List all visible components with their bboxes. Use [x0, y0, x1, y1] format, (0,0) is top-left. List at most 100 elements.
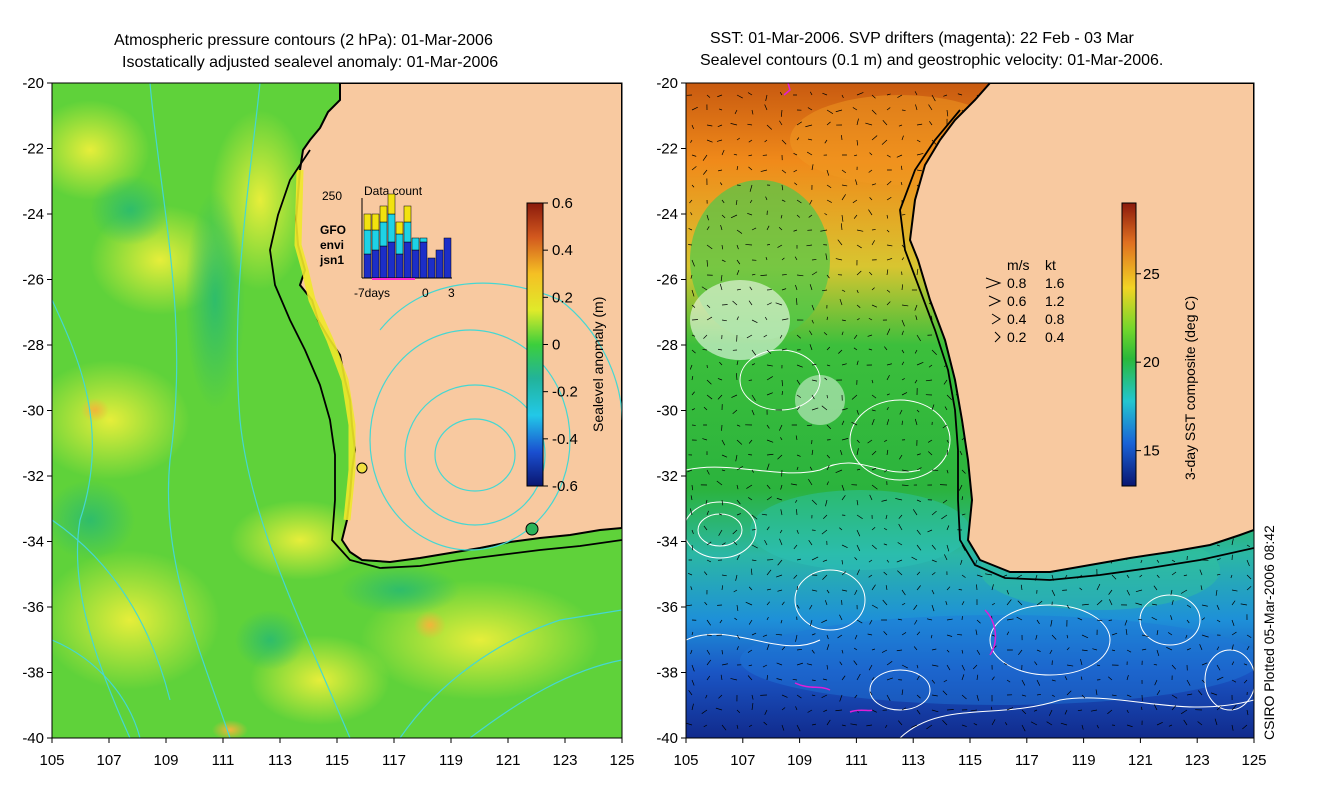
velocity-arrow	[1171, 559, 1176, 563]
velocity-arrow	[717, 124, 723, 127]
velocity-arrow	[931, 679, 936, 684]
colorbar-tick-label: 0.6	[552, 195, 573, 212]
velocity-arrow	[1168, 724, 1173, 727]
velocity-arrow	[1216, 558, 1221, 561]
velocity-arrow	[721, 244, 724, 250]
velocity-arrow	[736, 465, 744, 471]
velocity-arrow	[735, 574, 738, 581]
velocity-arrow	[766, 453, 774, 456]
velocity-key-kt: 0.8	[1045, 311, 1065, 327]
velocity-arrow	[1231, 704, 1237, 711]
velocity-arrow	[1081, 634, 1089, 639]
velocity-arrow	[970, 709, 978, 712]
velocity-arrow	[690, 586, 693, 591]
velocity-arrow	[766, 364, 773, 367]
velocity-arrow	[1154, 679, 1158, 686]
velocity-key-kt: 0.4	[1045, 329, 1065, 345]
velocity-arrow	[706, 316, 713, 321]
velocity-arrow	[796, 379, 801, 385]
velocity-arrow	[826, 481, 829, 486]
velocity-arrow	[1079, 587, 1083, 591]
velocity-arrow	[781, 601, 785, 606]
right-shelf-contour	[899, 109, 1254, 581]
inset-bar-jsn1	[387, 241, 396, 279]
left-colorbar: 0.6 0.4 0.2 0 -0.2 -0.4 -0.6 Sealevel anomaly …	[526, 195, 606, 495]
velocity-arrow	[1171, 694, 1178, 699]
velocity-arrow	[706, 214, 709, 221]
velocity-arrow	[841, 408, 848, 411]
velocity-arrow	[1020, 584, 1023, 591]
velocity-arrow	[779, 92, 783, 96]
colorbar-tick-label: 25	[1143, 266, 1160, 283]
velocity-arrow	[943, 679, 948, 683]
velocity-arrow	[795, 499, 798, 503]
velocity-arrow	[796, 466, 799, 471]
velocity-arrow	[748, 497, 753, 501]
inset-bar-jsn1	[371, 249, 380, 279]
velocity-arrow	[779, 120, 783, 126]
right-map	[686, 83, 1254, 738]
velocity-key: m/s kt 0.8 1.6 0.6 1.2 0.4 0.8 0.2 0.4	[985, 257, 1065, 345]
velocity-arrow	[730, 123, 738, 126]
velocity-arrow	[912, 509, 918, 516]
velocity-arrow	[691, 703, 694, 711]
velocity-arrow	[811, 449, 814, 456]
velocity-arrow	[826, 664, 828, 670]
velocity-arrow	[916, 153, 924, 156]
velocity-arrow	[822, 678, 828, 681]
velocity-arrow	[826, 346, 831, 351]
velocity-arrow	[991, 603, 995, 606]
velocity-arrow	[946, 618, 953, 621]
velocity-arrow	[896, 559, 903, 563]
velocity-arrow	[826, 316, 828, 321]
velocity-arrow	[886, 214, 889, 219]
colorbar-tick-label: 0	[552, 337, 560, 354]
velocity-arrow	[946, 394, 952, 400]
lon-tick-label: 119	[439, 752, 463, 769]
velocity-arrow	[751, 694, 754, 700]
velocity-arrow	[885, 585, 888, 591]
velocity-arrow	[931, 604, 935, 612]
lat-tick-label: -28	[656, 337, 678, 354]
velocity-arrow	[796, 724, 801, 732]
velocity-arrow	[931, 544, 936, 550]
velocity-arrow	[856, 569, 860, 576]
velocity-arrow	[792, 678, 798, 681]
lat-tick-label: -32	[22, 468, 44, 485]
velocity-arrow	[1033, 709, 1038, 712]
velocity-key-ms: 0.4	[1007, 311, 1027, 327]
velocity-arrow	[736, 439, 743, 445]
velocity-arrow	[931, 648, 937, 651]
left-lat-axis: -20 -22 -24 -26 -28 -30 -32 -34 -36 -38 -40	[22, 75, 52, 747]
velocity-arrow	[747, 675, 753, 681]
velocity-arrow	[778, 226, 783, 231]
velocity-arrow	[928, 451, 933, 456]
velocity-arrow	[796, 585, 799, 591]
velocity-key-arrow	[991, 313, 1001, 325]
velocity-arrow	[706, 469, 710, 475]
velocity-arrow	[780, 437, 783, 441]
velocity-arrow	[898, 720, 903, 726]
velocity-arrow	[1050, 619, 1053, 627]
velocity-arrow	[1246, 574, 1252, 580]
velocity-arrow	[839, 661, 843, 666]
velocity-arrow	[811, 304, 815, 311]
velocity-arrow	[781, 139, 787, 145]
velocity-arrow	[961, 544, 966, 551]
velocity-arrow	[747, 92, 753, 96]
velocity-arrow	[915, 315, 918, 321]
velocity-arrow	[766, 244, 771, 246]
velocity-arrow	[914, 91, 918, 96]
velocity-arrow	[1107, 709, 1113, 715]
velocity-arrow	[898, 514, 903, 519]
lat-tick-label: -38	[22, 665, 44, 682]
velocity-arrow	[686, 722, 693, 726]
lon-tick-label: 109	[153, 752, 178, 769]
velocity-arrow	[871, 450, 877, 456]
velocity-arrow	[1246, 709, 1249, 716]
velocity-arrow	[704, 571, 708, 576]
velocity-arrow	[779, 334, 783, 339]
velocity-arrow	[781, 379, 783, 387]
velocity-arrow	[1153, 585, 1158, 591]
velocity-arrow	[871, 394, 877, 399]
